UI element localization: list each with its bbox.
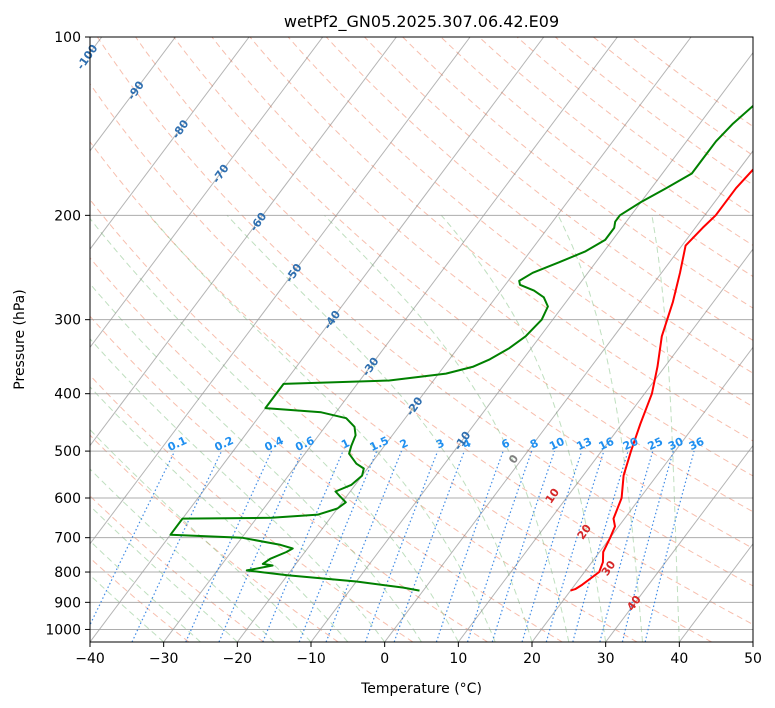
moist-adiabat: [324, 214, 570, 642]
dry-adiabat: [90, 256, 563, 642]
y-tick-label: 400: [54, 387, 81, 403]
x-tick-label: −30: [149, 651, 179, 667]
mixing-ratio-label: 13: [575, 435, 594, 453]
mixing-ratio-line: [90, 450, 176, 627]
mixing-ratio-line: [521, 450, 583, 642]
x-tick-label: −20: [223, 651, 253, 667]
y-tick-label: 900: [54, 595, 81, 611]
mixing-ratio-line: [298, 450, 378, 642]
x-tick-label: 50: [744, 651, 762, 667]
isotherm: [90, 37, 176, 152]
moist-adiabat: [90, 428, 312, 642]
x-axis-label: Temperature (°C): [360, 681, 482, 697]
mixing-ratio-line: [364, 450, 439, 642]
mixing-ratio-line: [218, 450, 303, 642]
moist-adiabat: [440, 214, 607, 642]
x-tick-label: 20: [523, 651, 541, 667]
dry-adiabat: [249, 37, 753, 442]
isotherm: [384, 150, 753, 642]
chart-title: wetPf2_GN05.2025.307.06.42.E09: [284, 12, 559, 32]
moist-adiabat: [90, 505, 238, 642]
axes: −40 −30 −20 −10 0 10 20 30 40 50 100 200 300 400 500 60…: [45, 30, 762, 667]
y-tick-label: 300: [54, 313, 81, 329]
y-tick-label: 1000: [45, 622, 81, 638]
mixing-ratio-line: [599, 450, 654, 642]
dry-adiabat: [90, 374, 414, 642]
x-tick-label: −40: [75, 651, 105, 667]
temperature-profile: [570, 168, 753, 592]
mixing-ratio-label: 10: [547, 435, 567, 453]
dry-adiabat: [90, 140, 712, 642]
mixing-ratio-line: [466, 450, 533, 642]
moist-adiabat: [226, 214, 533, 642]
x-tick-label: −10: [296, 651, 326, 667]
isotherm: [90, 37, 324, 349]
x-tick-label: 0: [380, 651, 389, 667]
mixing-ratio-line: [393, 450, 465, 642]
moist-adiabat: [90, 217, 459, 642]
isotherm: [163, 37, 618, 642]
dry-adiabat: [173, 37, 753, 513]
y-axis-label: Pressure (hPa): [12, 289, 28, 389]
mixing-ratio-label: 20: [621, 435, 641, 453]
dry-adiabat: [211, 37, 753, 477]
moist-adiabat: [90, 338, 386, 642]
isotherm: [310, 51, 753, 642]
dry-adiabat: [402, 37, 753, 309]
mixing-ratio-line: [325, 450, 403, 642]
mixing-ratio-label: 36: [687, 435, 707, 453]
mixing-ratio-label: 16: [597, 435, 617, 453]
mixing-ratio-line: [621, 450, 674, 642]
dewpoint-profile: [169, 104, 753, 592]
isotherm: [90, 37, 545, 642]
dry-adiabat: [90, 198, 638, 642]
y-tick-label: 500: [54, 444, 81, 460]
mixing-ratio-line: [262, 450, 344, 642]
mixing-ratio-line: [435, 450, 504, 642]
mixing-ratio-line: [491, 450, 555, 642]
plot-frame: [89, 36, 754, 643]
y-tick-label: 700: [54, 531, 81, 547]
mixing-ratio-line: [644, 450, 695, 642]
dry-adiabat: [96, 37, 753, 587]
mixing-ratio-label: 25: [646, 435, 665, 453]
y-tick-label: 800: [54, 565, 81, 581]
x-tick-label: 30: [597, 651, 615, 667]
x-tick-label: 10: [449, 651, 467, 667]
mixing-ratio-line: [185, 450, 273, 642]
x-tick-label: 40: [670, 651, 688, 667]
moist-adiabat: [90, 574, 165, 642]
isotherm: [236, 37, 692, 642]
moist-adiabat: [651, 215, 680, 642]
dry-adiabat: [364, 37, 753, 341]
y-tick-label: 100: [54, 30, 81, 46]
mixing-ratio-line: [572, 450, 629, 642]
moist-adiabat: [90, 282, 422, 642]
y-tick-label: 600: [54, 491, 81, 507]
isotherm: [90, 37, 471, 545]
isotherm: [752, 641, 753, 642]
isotherm: [457, 248, 753, 642]
moist-adiabat: [557, 215, 643, 642]
mixing-ratio-label: 30: [666, 435, 686, 453]
isotherm: [605, 444, 753, 642]
dry-adiabat: [90, 83, 753, 625]
moist-adiabat: [90, 540, 201, 642]
moist-adiabat: [149, 214, 496, 642]
isotherm: [90, 37, 397, 447]
mixing-ratio-line: [545, 450, 605, 642]
y-tick-label: 200: [54, 208, 81, 224]
isotherm: [90, 37, 250, 250]
profiles: [169, 104, 753, 592]
